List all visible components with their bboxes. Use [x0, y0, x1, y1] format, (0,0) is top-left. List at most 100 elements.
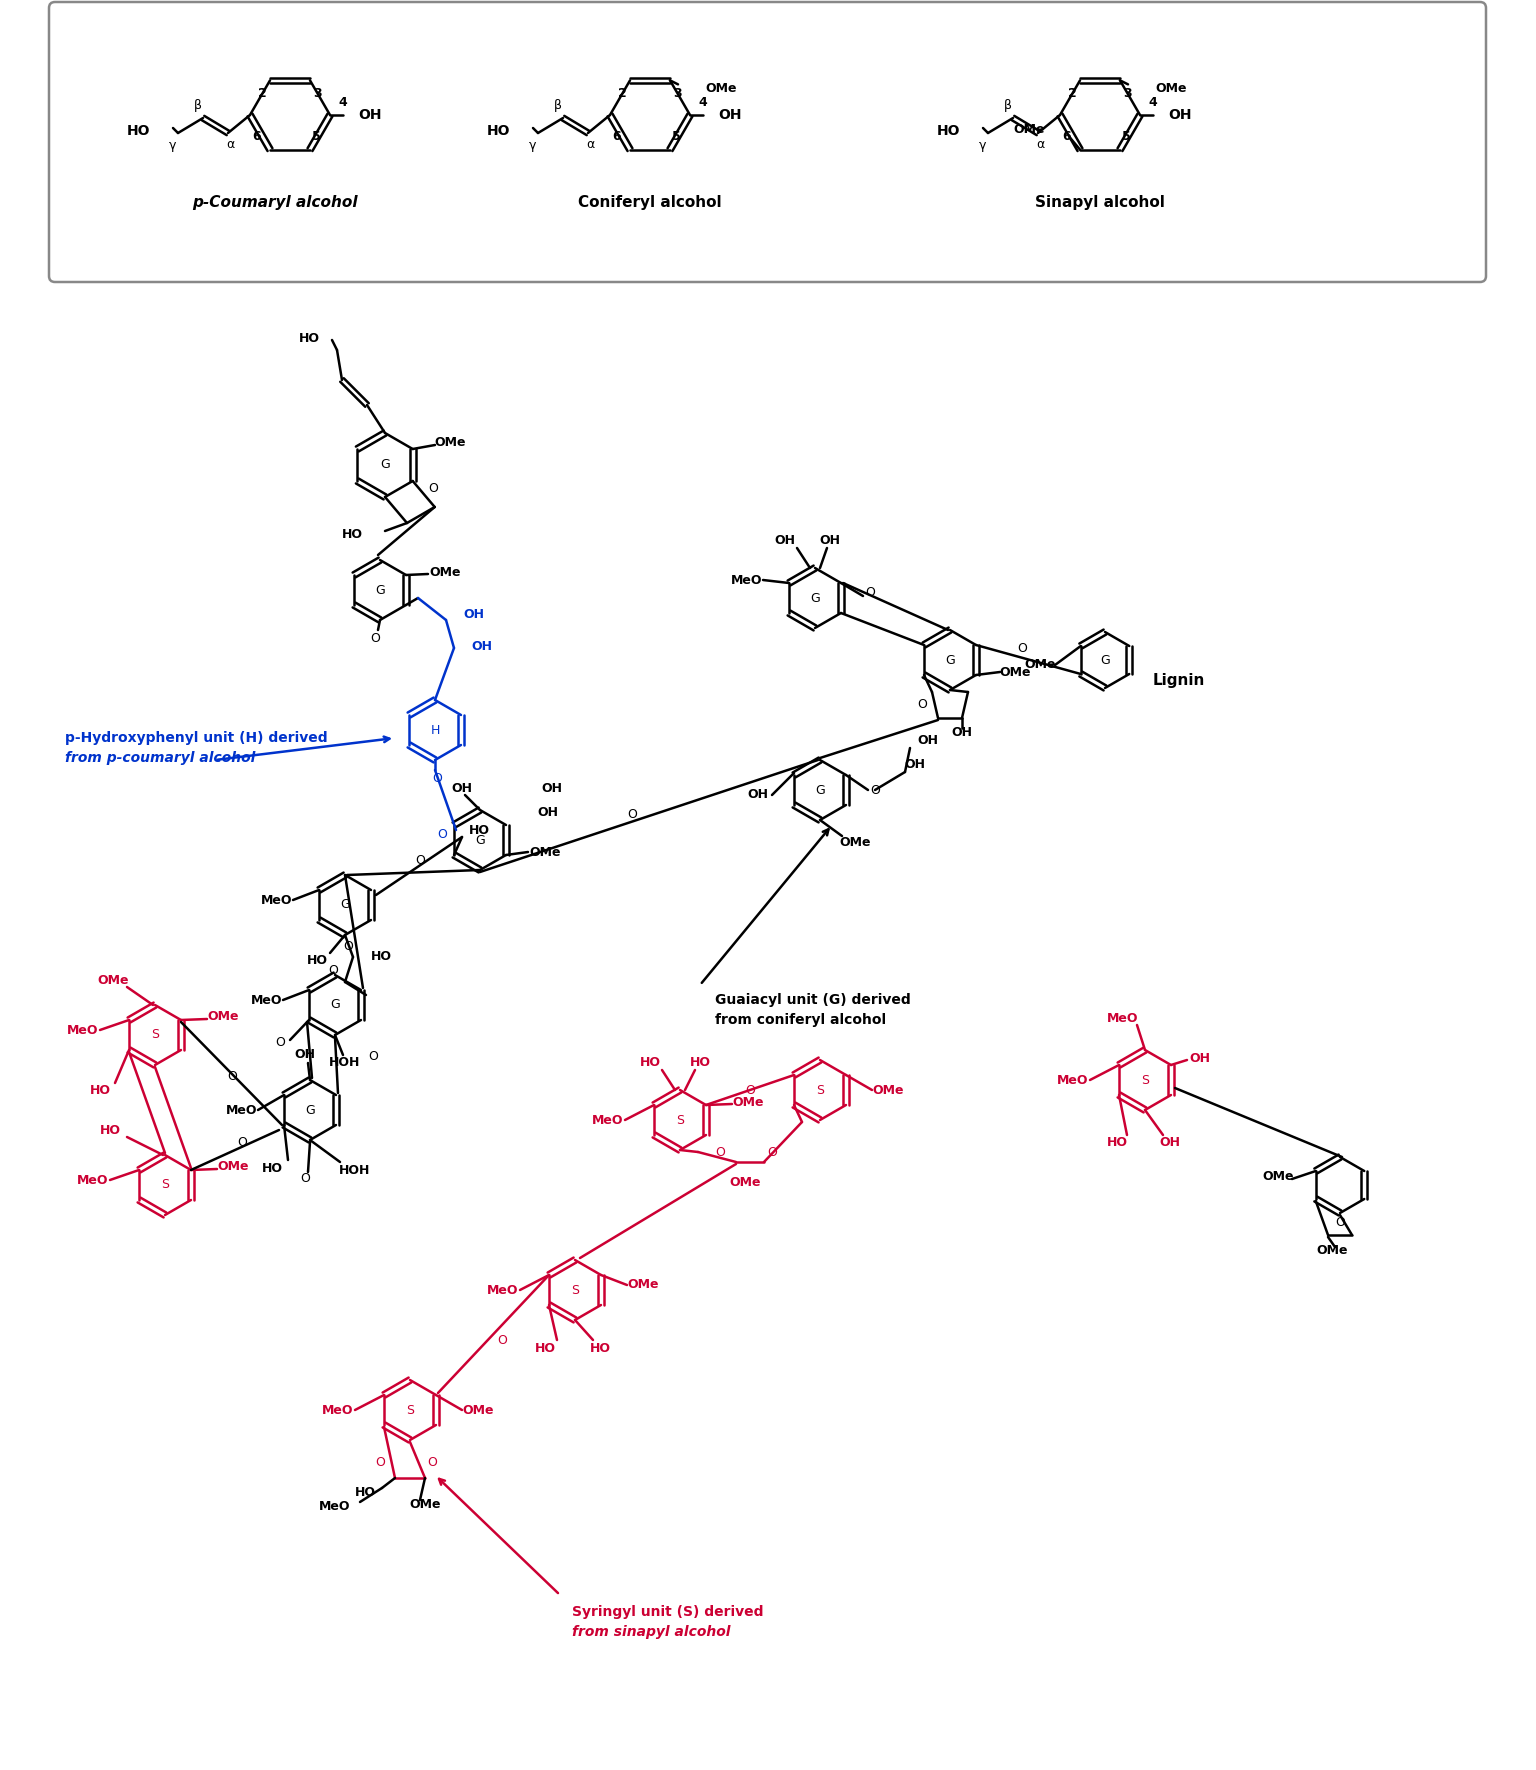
Text: S: S	[676, 1113, 684, 1126]
Text: 3: 3	[674, 87, 682, 99]
Text: OH: OH	[917, 733, 938, 747]
Text: HO: HO	[370, 950, 392, 963]
Text: γ: γ	[980, 138, 986, 152]
FancyBboxPatch shape	[49, 2, 1485, 281]
Text: from coniferyl alcohol: from coniferyl alcohol	[714, 1012, 886, 1027]
Text: OMe: OMe	[429, 565, 461, 579]
Text: HO: HO	[298, 331, 319, 345]
Text: OH: OH	[358, 108, 381, 122]
Text: HO: HO	[307, 954, 327, 966]
Text: G: G	[816, 784, 825, 796]
Text: HO: HO	[100, 1124, 120, 1136]
Text: G: G	[945, 653, 955, 667]
Text: 5: 5	[671, 131, 680, 143]
Text: OH: OH	[820, 533, 840, 547]
Text: 3: 3	[313, 87, 323, 99]
Text: O: O	[237, 1136, 247, 1149]
Text: MeO: MeO	[1107, 1011, 1138, 1025]
Text: O: O	[329, 963, 338, 977]
Text: O: O	[865, 586, 876, 600]
Text: OH: OH	[1160, 1136, 1181, 1149]
Text: O: O	[343, 940, 353, 954]
Text: MeO: MeO	[252, 993, 283, 1007]
Text: HO: HO	[535, 1342, 556, 1354]
Text: from sinapyl alcohol: from sinapyl alcohol	[571, 1625, 731, 1639]
Text: OMe: OMe	[627, 1278, 659, 1292]
Text: OH: OH	[774, 533, 796, 547]
Text: S: S	[571, 1283, 579, 1296]
Text: OMe: OMe	[1263, 1170, 1293, 1184]
Text: 6: 6	[613, 131, 622, 143]
Text: Lignin: Lignin	[1154, 673, 1206, 687]
Text: 6: 6	[253, 131, 261, 143]
Text: S: S	[161, 1179, 169, 1191]
Text: O: O	[716, 1145, 725, 1159]
Text: OMe: OMe	[730, 1175, 760, 1188]
Text: OH: OH	[748, 788, 768, 802]
Text: γ: γ	[169, 138, 177, 152]
Text: O: O	[917, 699, 926, 712]
Text: O: O	[427, 483, 438, 496]
Text: G: G	[1100, 653, 1111, 667]
Text: MeO: MeO	[593, 1113, 624, 1126]
Text: G: G	[809, 591, 820, 605]
Text: O: O	[498, 1333, 507, 1347]
Text: γ: γ	[530, 138, 536, 152]
Text: MeO: MeO	[261, 894, 293, 906]
Text: G: G	[339, 899, 350, 912]
Text: OMe: OMe	[409, 1499, 441, 1512]
Text: O: O	[300, 1172, 310, 1184]
Text: S: S	[151, 1028, 160, 1041]
Text: OH: OH	[464, 609, 484, 621]
Text: O: O	[869, 784, 880, 796]
Text: OH: OH	[538, 805, 559, 818]
Text: OH: OH	[717, 108, 742, 122]
Text: O: O	[1017, 641, 1028, 655]
Text: HO: HO	[1106, 1136, 1127, 1149]
Text: HO: HO	[937, 124, 960, 138]
Text: β: β	[554, 99, 562, 113]
Text: S: S	[816, 1083, 823, 1096]
Text: O: O	[432, 772, 442, 784]
Text: O: O	[415, 853, 425, 867]
Text: OMe: OMe	[207, 1011, 238, 1023]
Text: O: O	[438, 828, 447, 841]
Text: G: G	[475, 834, 485, 846]
Text: OMe: OMe	[1000, 666, 1031, 678]
Text: Syringyl unit (S) derived: Syringyl unit (S) derived	[571, 1605, 763, 1620]
Text: β: β	[1005, 99, 1012, 113]
Text: S: S	[406, 1404, 415, 1416]
Text: 2: 2	[617, 87, 627, 99]
Text: OMe: OMe	[1014, 124, 1044, 136]
Text: 2: 2	[1068, 87, 1077, 99]
Text: OH: OH	[1167, 108, 1192, 122]
Text: O: O	[627, 809, 637, 821]
Text: O: O	[275, 1037, 286, 1050]
Text: α: α	[226, 138, 233, 152]
Text: p-Hydroxyphenyl unit (H) derived: p-Hydroxyphenyl unit (H) derived	[65, 731, 327, 745]
Text: OMe: OMe	[217, 1161, 249, 1174]
Text: α: α	[1035, 138, 1044, 152]
Text: O: O	[745, 1083, 754, 1096]
Text: MeO: MeO	[77, 1174, 109, 1186]
Text: 6: 6	[1063, 131, 1071, 143]
Text: 2: 2	[258, 87, 266, 99]
Text: HO: HO	[468, 823, 490, 837]
Text: MeO: MeO	[68, 1023, 98, 1037]
Text: O: O	[766, 1145, 777, 1159]
Text: from p-coumaryl alcohol: from p-coumaryl alcohol	[65, 750, 255, 765]
Text: HOH: HOH	[329, 1057, 361, 1069]
Text: HOH: HOH	[339, 1163, 370, 1177]
Text: 3: 3	[1124, 87, 1132, 99]
Text: HO: HO	[89, 1083, 111, 1096]
Text: OMe: OMe	[839, 835, 871, 848]
Text: OMe: OMe	[462, 1404, 493, 1416]
Text: HO: HO	[639, 1055, 660, 1069]
Text: 4: 4	[338, 96, 347, 108]
Text: 5: 5	[1121, 131, 1130, 143]
Text: Guaiacyl unit (G) derived: Guaiacyl unit (G) derived	[714, 993, 911, 1007]
Text: p-Coumaryl alcohol: p-Coumaryl alcohol	[192, 195, 358, 211]
Text: MeO: MeO	[226, 1103, 258, 1117]
Text: Sinapyl alcohol: Sinapyl alcohol	[1035, 195, 1164, 211]
Text: O: O	[427, 1455, 436, 1469]
